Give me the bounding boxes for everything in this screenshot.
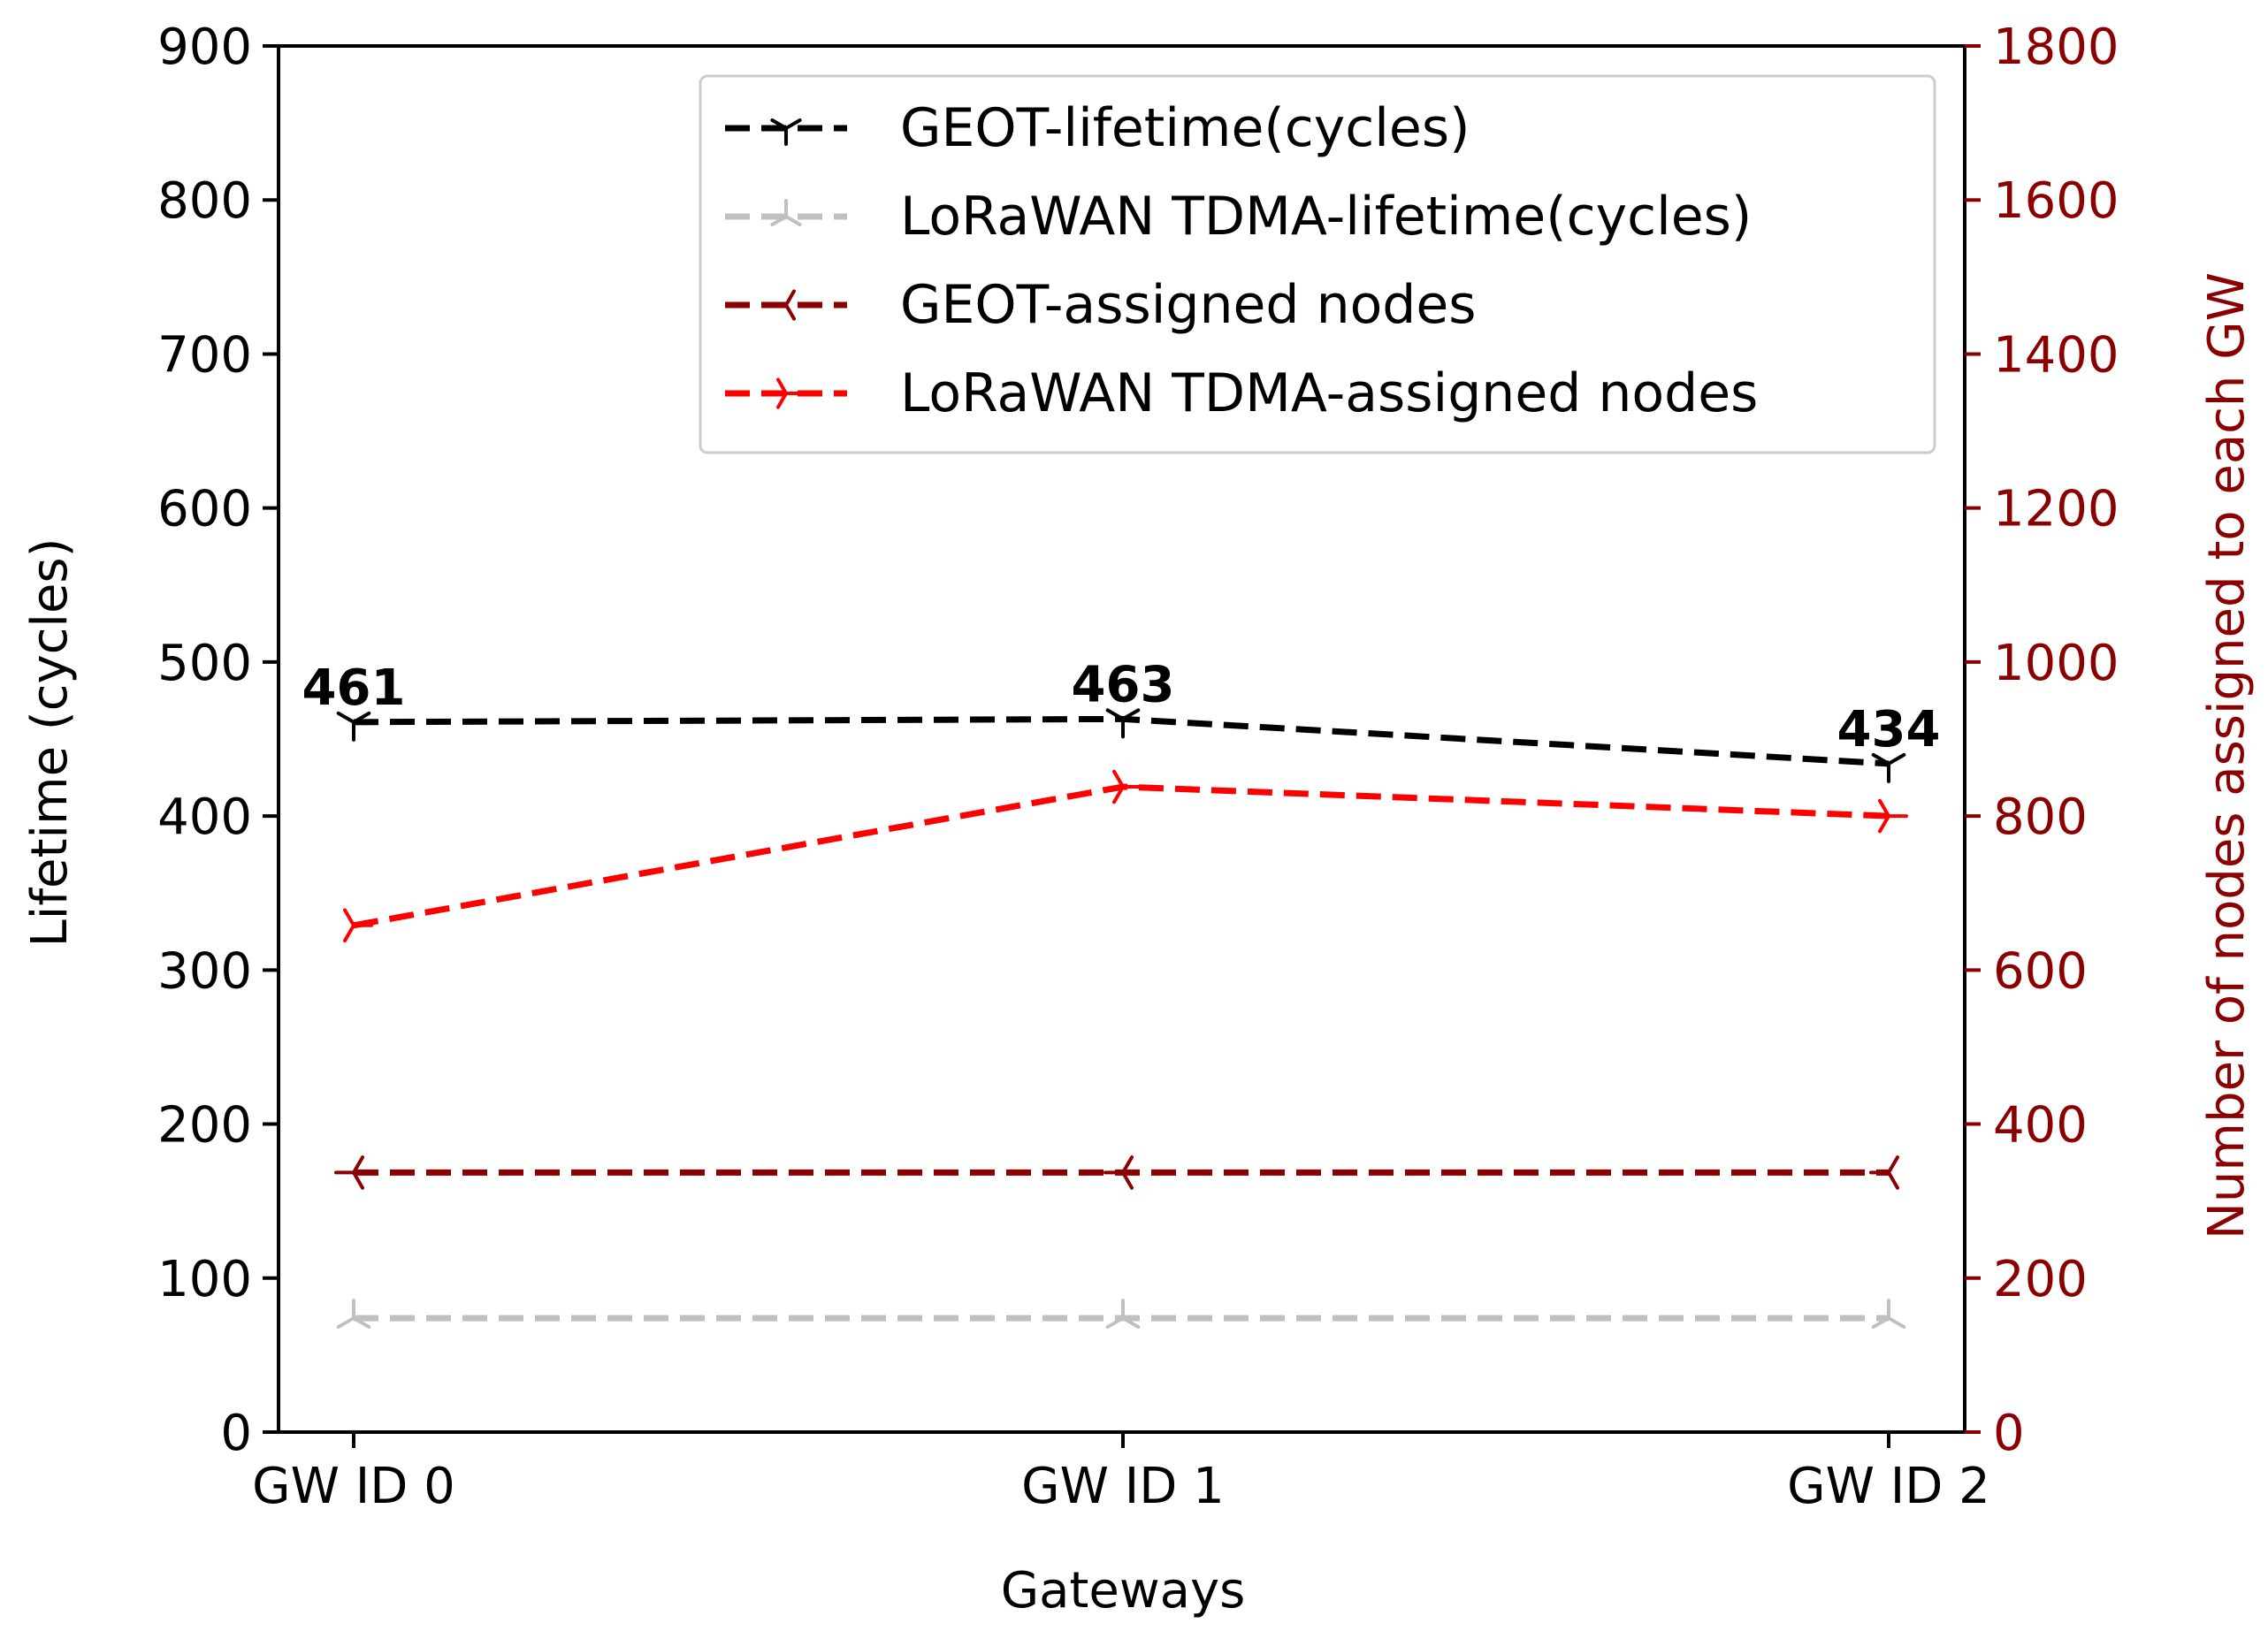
- data-point-marker: [770, 199, 802, 226]
- right-tick-label: 0: [1993, 1405, 2025, 1462]
- legend-label: GEOT-lifetime(cycles): [900, 97, 1470, 159]
- data-point-marker: [1871, 752, 1906, 783]
- data-point-marker: [336, 711, 371, 742]
- right-tick-label: 1800: [1993, 19, 2119, 76]
- data-point-marker: [1103, 1155, 1134, 1190]
- data-label: 461: [302, 659, 406, 717]
- x-tick-label: GW ID 2: [1787, 1458, 1990, 1515]
- legend-entry: GEOT-assigned nodes: [725, 274, 1477, 336]
- right-tick-label: 1200: [1993, 481, 2119, 538]
- left-tick-label: 200: [157, 1097, 252, 1155]
- data-point-marker: [1105, 708, 1141, 739]
- series-layer: [334, 708, 1908, 1330]
- data-point-marker: [334, 1155, 364, 1190]
- legend-label: LoRaWAN TDMA-assigned nodes: [900, 362, 1758, 424]
- data-point-marker: [1112, 769, 1142, 804]
- x-axis: GW ID 0 GW ID 1 GW ID 2: [252, 1432, 1990, 1515]
- legend-entry: LoRaWAN TDMA-lifetime(cycles): [725, 186, 1752, 248]
- data-point-marker: [1105, 1299, 1141, 1330]
- data-point-marker: [1871, 1299, 1906, 1330]
- data-point-marker: [776, 377, 804, 409]
- data-point-marker: [1869, 1155, 1899, 1190]
- left-tick-label: 0: [220, 1405, 252, 1462]
- x-axis-title: Gateways: [1001, 1562, 1246, 1620]
- left-tick-label: 400: [157, 789, 252, 846]
- right-tick-label: 1400: [1993, 326, 2119, 384]
- data-label: 434: [1837, 701, 1941, 758]
- data-point-marker: [343, 908, 373, 943]
- data-point-marker: [336, 1299, 371, 1330]
- right-tick-label: 400: [1993, 1097, 2088, 1155]
- x-tick-label: GW ID 1: [1021, 1458, 1225, 1515]
- right-axis: 0 200 400 600 800 1000 1200 1400 1600 1800: [1965, 19, 2119, 1462]
- legend-entry: GEOT-lifetime(cycles): [725, 97, 1470, 159]
- data-label: 463: [1072, 656, 1175, 713]
- right-tick-label: 200: [1993, 1251, 2088, 1308]
- data-point-marker: [768, 289, 796, 321]
- series-line-3: [353, 783, 1890, 929]
- y2-axis-title: Number of nodes assigned to each GW: [2198, 272, 2256, 1239]
- left-tick-label: 800: [157, 172, 252, 230]
- legend-box: [699, 74, 1936, 454]
- legend-entry: LoRaWAN TDMA-assigned nodes: [725, 362, 1758, 424]
- left-axis: 0 100 200 300 400 500 600 700 800 900: [157, 19, 279, 1462]
- left-tick-label: 600: [157, 481, 252, 538]
- y-axis-title: Lifetime (cycles): [21, 538, 79, 948]
- left-tick-label: 700: [157, 326, 252, 384]
- x-tick-label: GW ID 0: [252, 1458, 455, 1515]
- data-labels: 461 463 434: [302, 656, 1941, 758]
- right-tick-label: 600: [1993, 942, 2088, 1000]
- right-tick-label: 1000: [1993, 635, 2119, 692]
- left-tick-label: 900: [157, 19, 252, 76]
- left-tick-label: 100: [157, 1251, 252, 1308]
- legend-label: GEOT-assigned nodes: [900, 274, 1477, 336]
- data-point-marker: [770, 118, 802, 146]
- right-tick-label: 800: [1993, 789, 2088, 846]
- right-tick-label: 1600: [1993, 172, 2119, 230]
- data-point-marker: [1878, 798, 1908, 834]
- legend: GEOT-lifetime(cycles) LoRaWAN TDMA-lifeti…: [699, 74, 1936, 454]
- left-tick-label: 500: [157, 635, 252, 692]
- left-tick-label: 300: [157, 942, 252, 1000]
- legend-label: LoRaWAN TDMA-lifetime(cycles): [900, 186, 1752, 248]
